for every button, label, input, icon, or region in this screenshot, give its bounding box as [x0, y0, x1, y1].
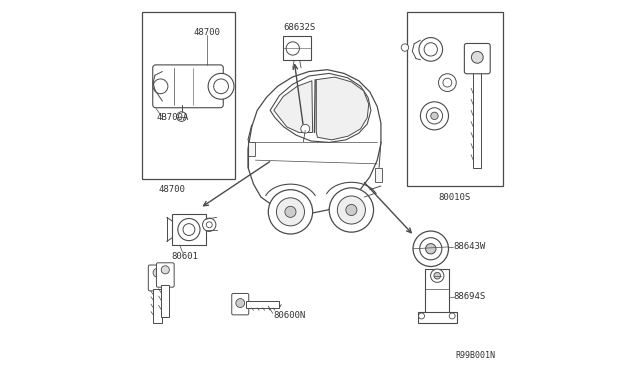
Circle shape: [161, 266, 170, 274]
Bar: [246, 301, 280, 308]
Circle shape: [214, 79, 228, 94]
Text: 80600N: 80600N: [274, 311, 306, 320]
FancyBboxPatch shape: [153, 65, 223, 108]
Circle shape: [268, 190, 312, 234]
Text: 88643W: 88643W: [453, 243, 485, 251]
Circle shape: [420, 102, 449, 130]
Circle shape: [434, 272, 440, 279]
Circle shape: [401, 44, 408, 51]
Circle shape: [443, 78, 452, 87]
Text: 80010S: 80010S: [438, 193, 471, 202]
FancyBboxPatch shape: [232, 294, 249, 315]
Circle shape: [426, 244, 436, 254]
Circle shape: [236, 299, 244, 308]
Circle shape: [178, 218, 200, 241]
Bar: [142, 13, 235, 179]
Circle shape: [276, 198, 305, 226]
Text: R99B001N: R99B001N: [456, 350, 495, 359]
Circle shape: [438, 74, 456, 92]
Bar: [407, 13, 503, 186]
Circle shape: [431, 269, 444, 282]
Circle shape: [419, 38, 443, 61]
Bar: [172, 214, 205, 245]
Text: 4B700A: 4B700A: [156, 113, 188, 122]
Circle shape: [183, 224, 195, 235]
Circle shape: [472, 51, 483, 63]
Circle shape: [301, 124, 310, 133]
Text: 48700: 48700: [159, 185, 186, 194]
Bar: [425, 269, 449, 319]
Circle shape: [285, 206, 296, 217]
Text: 68632S: 68632S: [284, 23, 316, 32]
Polygon shape: [418, 311, 456, 323]
Circle shape: [208, 73, 234, 99]
Circle shape: [449, 313, 455, 319]
FancyBboxPatch shape: [148, 265, 167, 291]
Bar: [374, 167, 382, 182]
Bar: [248, 142, 255, 157]
Circle shape: [177, 112, 186, 121]
Text: 48700: 48700: [194, 28, 221, 37]
Circle shape: [337, 196, 365, 224]
Bar: [154, 289, 162, 323]
Circle shape: [153, 79, 168, 94]
Text: 88694S: 88694S: [454, 292, 486, 301]
Bar: [283, 36, 311, 61]
Circle shape: [431, 112, 438, 119]
Circle shape: [424, 43, 437, 56]
Bar: [161, 285, 168, 317]
FancyBboxPatch shape: [465, 44, 490, 74]
Bar: [473, 71, 481, 167]
Polygon shape: [248, 70, 381, 214]
Polygon shape: [316, 77, 369, 140]
Text: 80601: 80601: [172, 251, 198, 261]
Circle shape: [420, 238, 442, 260]
Circle shape: [329, 188, 374, 232]
Circle shape: [346, 205, 357, 215]
FancyBboxPatch shape: [156, 263, 174, 287]
Circle shape: [426, 108, 443, 124]
Circle shape: [206, 222, 212, 228]
Polygon shape: [270, 73, 371, 142]
Circle shape: [286, 42, 300, 55]
Polygon shape: [274, 81, 312, 132]
Circle shape: [419, 313, 424, 319]
Circle shape: [203, 218, 216, 231]
Circle shape: [153, 268, 162, 277]
Circle shape: [413, 231, 449, 266]
